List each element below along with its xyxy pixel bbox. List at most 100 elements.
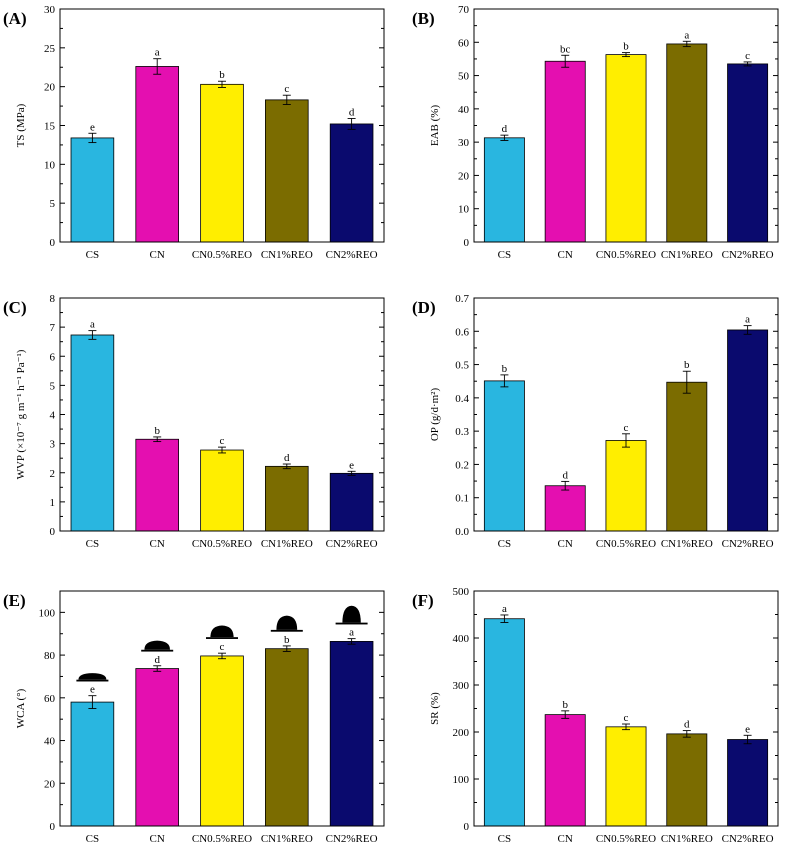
y-tick-label: 15 <box>44 121 56 133</box>
x-tick-label: CN <box>558 538 573 550</box>
bar-CN <box>135 668 179 827</box>
significance-letter: d <box>684 719 690 731</box>
significance-letter: b <box>562 699 568 711</box>
y-tick-label: 80 <box>44 650 56 662</box>
y-tick-label: 4 <box>50 410 56 422</box>
y-tick-label: 0.1 <box>455 493 469 505</box>
bar-CN <box>544 485 586 532</box>
bar-CN0.5%REO <box>200 655 244 827</box>
x-tick-label: CN1%REO <box>261 833 313 845</box>
y-tick-label: 5 <box>50 198 56 210</box>
chart-panel-3: (C) 0 1 2 3 4 5 6 7 8 WVP (×10⁻⁷ g m⁻¹ h⁻¹ Pa⁻¹) a C… <box>3 293 385 550</box>
y-tick-label: 7 <box>50 322 56 334</box>
x-tick-label: CN2%REO <box>326 833 378 845</box>
x-tick-label: CS <box>498 538 511 550</box>
y-tick-label: 500 <box>453 586 470 598</box>
y-tick-label: 0 <box>464 237 470 249</box>
significance-letter: c <box>220 435 225 447</box>
bar-CN2%REO <box>727 739 769 827</box>
x-tick-label: CN <box>150 833 165 845</box>
droplet-surface <box>76 679 109 682</box>
y-tick-label: 0.3 <box>455 426 469 438</box>
significance-letter: e <box>349 459 354 471</box>
y-tick-label: 70 <box>458 4 470 16</box>
droplet-surface <box>335 622 368 625</box>
y-axis-label: EAB (%) <box>429 105 441 147</box>
bar-CN2%REO <box>329 472 374 532</box>
chart-panel-5: (E) 0 20 40 60 80 100 WCA (°) e CS d CN c CN0.5%REO b C… <box>3 590 385 845</box>
significance-letter: d <box>284 452 290 464</box>
bar-CN2%REO <box>727 329 769 532</box>
y-axis-label: SR (%) <box>429 692 441 725</box>
plot-frame <box>59 297 385 532</box>
bar-CS <box>70 701 115 827</box>
y-tick-label: 5 <box>50 380 56 392</box>
y-tick-label: 400 <box>453 633 470 645</box>
bar-CN2%REO <box>329 123 374 243</box>
y-tick-label: 0 <box>50 821 56 833</box>
y-tick-label: 0.0 <box>455 526 469 538</box>
bar-CN0.5%REO <box>605 440 647 532</box>
panel-label: (C) <box>3 298 27 317</box>
y-axis-label: WVP (×10⁻⁷ g m⁻¹ h⁻¹ Pa⁻¹) <box>15 349 27 479</box>
x-tick-label: CN2%REO <box>722 249 774 261</box>
y-tick-label: 25 <box>44 43 56 55</box>
significance-letter: b <box>284 634 290 646</box>
y-tick-label: 300 <box>453 680 470 692</box>
x-tick-label: CN1%REO <box>661 249 713 261</box>
x-tick-label: CN1%REO <box>261 538 313 550</box>
x-tick-label: CN <box>150 538 165 550</box>
x-tick-label: CS <box>86 249 99 261</box>
bar-CN <box>544 60 586 243</box>
significance-letter: e <box>90 684 95 696</box>
droplet-surface <box>206 637 238 639</box>
y-tick-label: 10 <box>44 159 56 171</box>
y-tick-label: 10 <box>458 204 470 216</box>
bar-CN1%REO <box>666 43 708 243</box>
significance-letter: bc <box>560 43 571 55</box>
x-tick-label: CN2%REO <box>326 538 378 550</box>
x-tick-label: CN2%REO <box>722 833 774 845</box>
y-tick-label: 6 <box>50 351 56 363</box>
significance-letter: a <box>155 47 160 59</box>
significance-letter: a <box>502 603 507 615</box>
x-tick-label: CN0.5%REO <box>192 249 252 261</box>
significance-letter: b <box>623 41 629 53</box>
significance-letter: c <box>745 50 750 62</box>
significance-letter: a <box>745 314 750 326</box>
significance-letter: c <box>220 641 225 653</box>
bar-CN <box>544 714 586 827</box>
panel-label: (F) <box>412 591 434 610</box>
chart-panel-4: (D) 0.0 0.1 0.2 0.3 0.4 0.5 0.6 0.7 OP (g/d·m²) b C… <box>412 293 779 550</box>
panel-label: (E) <box>3 591 26 610</box>
bar-CS <box>483 380 525 532</box>
x-tick-label: CN0.5%REO <box>596 249 656 261</box>
x-tick-label: CN2%REO <box>326 249 378 261</box>
droplet-surface <box>270 629 303 632</box>
x-tick-label: CN0.5%REO <box>596 833 656 845</box>
bar-CN0.5%REO <box>200 449 244 532</box>
plot-frame <box>59 590 385 827</box>
y-tick-label: 200 <box>453 727 470 739</box>
bar-CN2%REO <box>727 63 769 243</box>
significance-letter: b <box>502 363 508 375</box>
plot-frame <box>473 297 779 532</box>
plot-frame <box>473 8 779 243</box>
y-tick-label: 0.7 <box>455 293 469 305</box>
y-tick-label: 40 <box>458 104 470 116</box>
x-tick-label: CN1%REO <box>661 538 713 550</box>
y-tick-label: 60 <box>458 37 470 49</box>
water-droplet-icon <box>276 615 298 630</box>
y-tick-label: 60 <box>44 693 56 705</box>
bar-CN <box>135 66 179 243</box>
panel-label: (A) <box>3 9 27 28</box>
significance-letter: c <box>624 712 629 724</box>
significance-letter: b <box>154 425 160 437</box>
significance-letter: d <box>349 107 355 119</box>
water-droplet-icon <box>78 673 107 680</box>
x-tick-label: CN0.5%REO <box>596 538 656 550</box>
y-tick-label: 0.6 <box>455 326 469 338</box>
bar-CN1%REO <box>666 733 708 827</box>
plot-frame <box>59 8 385 243</box>
y-tick-label: 8 <box>50 293 56 305</box>
